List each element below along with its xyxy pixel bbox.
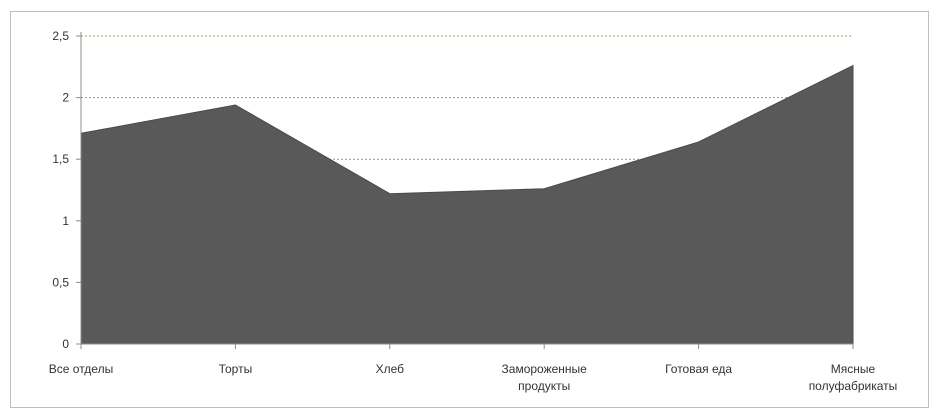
- y-tick-label: 0: [62, 337, 69, 351]
- x-tick-label: продукты: [518, 379, 570, 393]
- x-tick-label: Торты: [219, 362, 253, 376]
- y-tick-label: 0,5: [52, 275, 69, 289]
- x-tick-label: Все отделы: [49, 362, 113, 376]
- y-tick-label: 1,5: [52, 152, 69, 166]
- y-tick-label: 1: [62, 214, 69, 228]
- y-tick-label: 2: [62, 91, 69, 105]
- x-tick-label: Готовая еда: [665, 362, 732, 376]
- x-tick-label: Замороженные: [502, 362, 588, 376]
- x-tick-label: Мясные: [831, 362, 876, 376]
- y-tick-label: 2,5: [52, 29, 69, 43]
- area-series: [80, 64, 854, 345]
- x-tick-label: полуфабрикаты: [809, 379, 898, 393]
- x-tick-label: Хлеб: [376, 362, 405, 376]
